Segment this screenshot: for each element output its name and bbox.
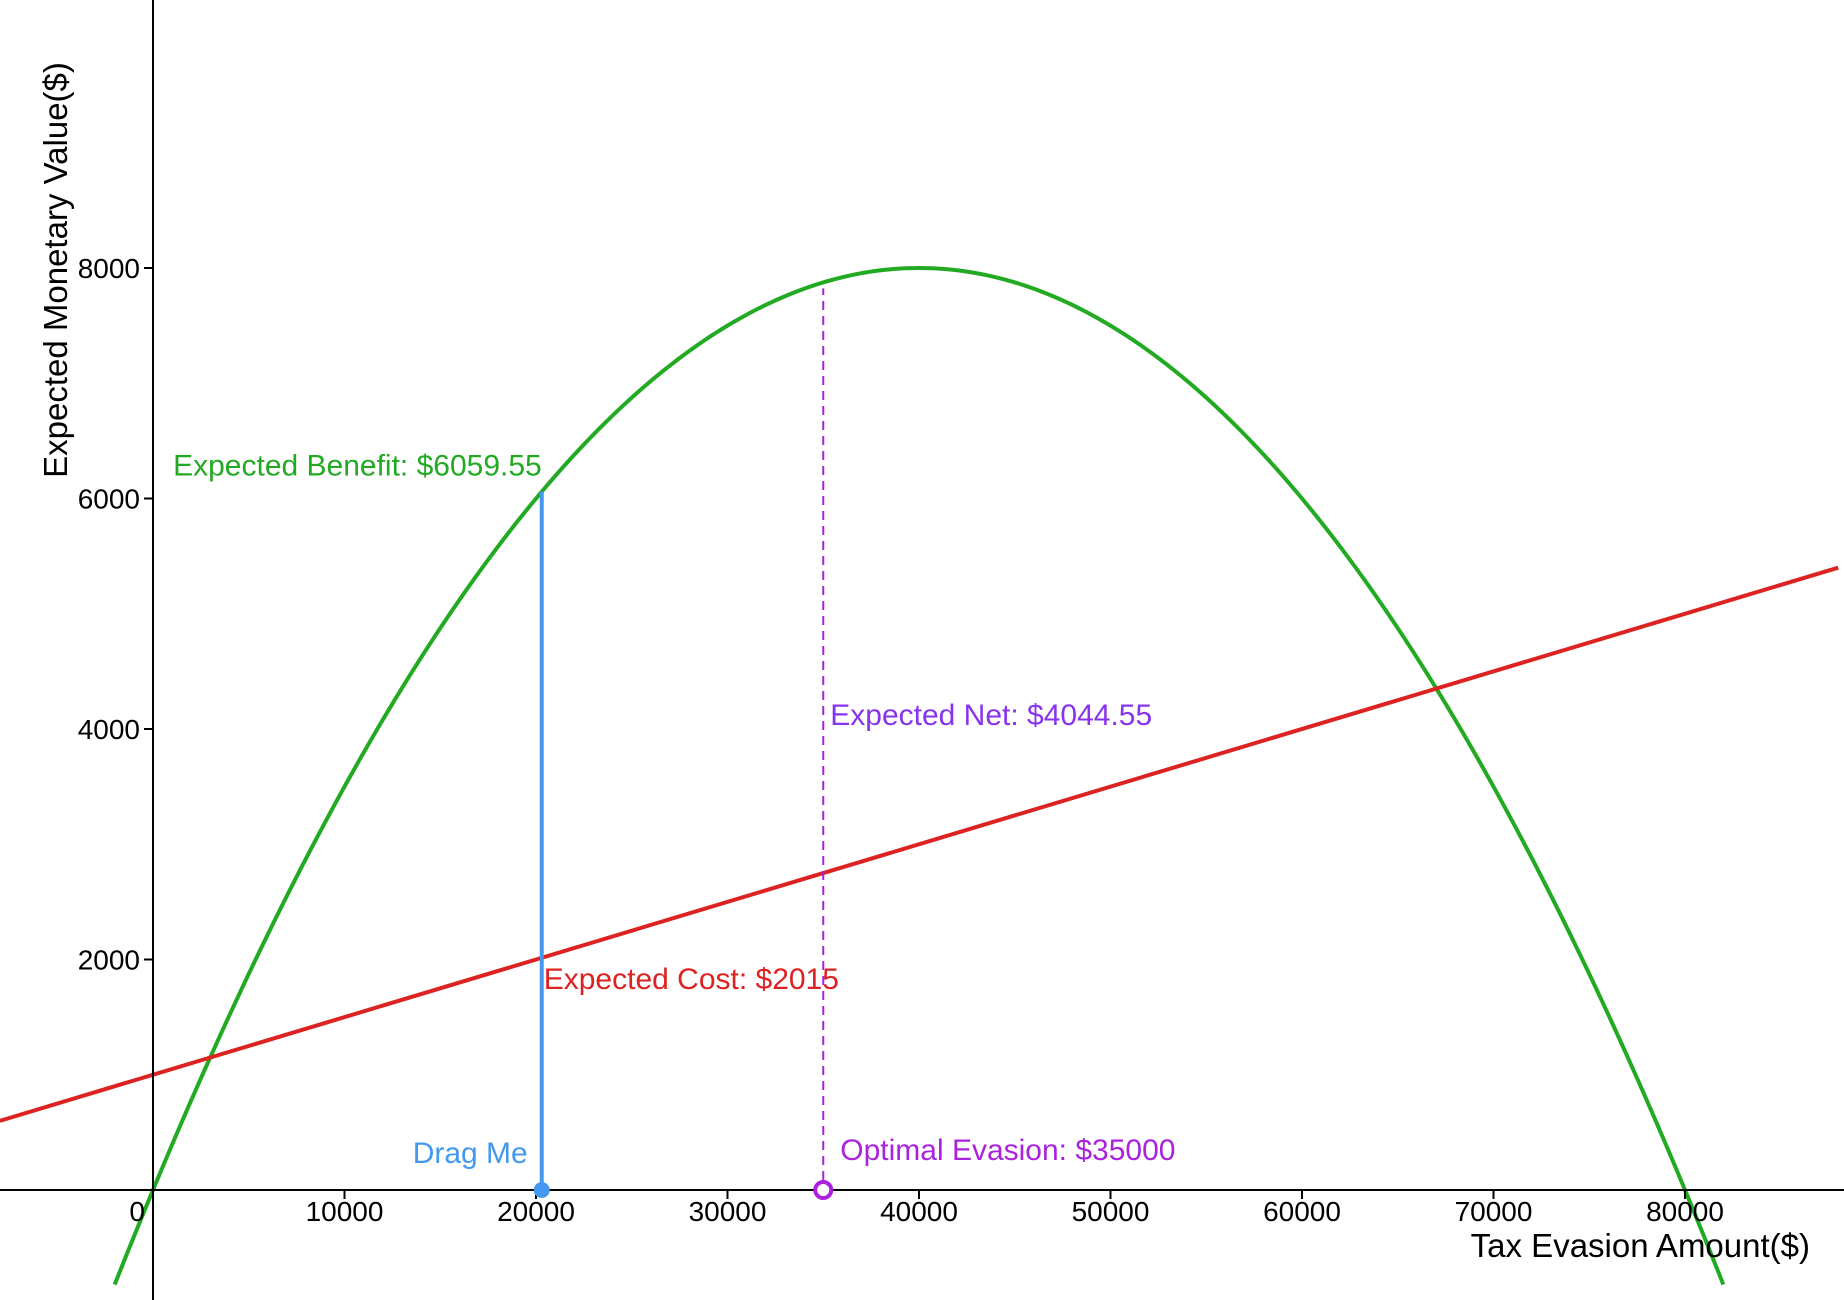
curves-layer: [0, 265, 1839, 1286]
x-tick-label: 0: [129, 1196, 145, 1227]
expected-cost-line: [0, 565, 1839, 1123]
optimal-point-marker: [813, 1180, 834, 1200]
drag-me-label: Drag Me: [413, 1137, 528, 1170]
x-tick-label: 10000: [306, 1196, 384, 1227]
x-tick-label: 70000: [1455, 1196, 1533, 1227]
x-tick-label: 20000: [497, 1196, 575, 1227]
y-tick-label: 2000: [78, 945, 140, 976]
expected-net-label: Expected Net: $4044.55: [830, 699, 1152, 732]
expected-cost-label: Expected Cost: $2015: [544, 963, 839, 996]
y-axis-title: Expected Monetary Value($): [37, 62, 74, 478]
x-tick-label: 60000: [1263, 1196, 1341, 1227]
y-tick-label: 6000: [78, 484, 140, 515]
expected-benefit-label: Expected Benefit: $6059.55: [173, 450, 542, 483]
y-tick-label: 8000: [78, 253, 140, 284]
x-tick-label: 50000: [1072, 1196, 1150, 1227]
drag-handle[interactable]: [533, 1182, 550, 1198]
x-tick-label: 40000: [880, 1196, 958, 1227]
optimal-evasion-label: Optimal Evasion: $35000: [840, 1134, 1175, 1167]
y-tick-label: 4000: [78, 714, 140, 745]
expected-benefit-curve: [112, 265, 1726, 1286]
x-axis-title: Tax Evasion Amount($): [1471, 1227, 1810, 1264]
x-tick-label: 30000: [689, 1196, 767, 1227]
x-tick-label: 80000: [1646, 1196, 1724, 1227]
overlay-layer: Drag Me Optimal Evasion: $35000 Expected B…: [173, 288, 1175, 1200]
